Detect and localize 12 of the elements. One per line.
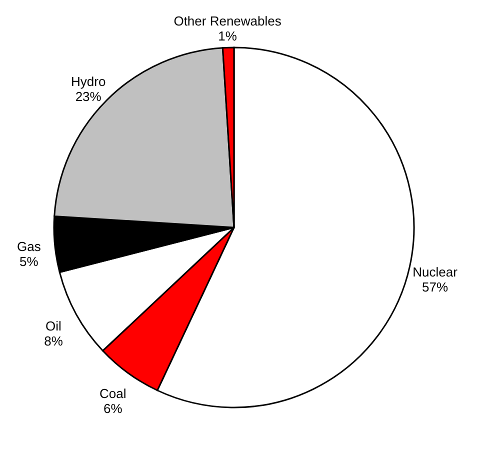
slice-label: Coal xyxy=(100,386,126,402)
data-label: 5% xyxy=(20,254,39,269)
data-label: 1% xyxy=(218,28,238,44)
slice-label: Oil xyxy=(46,318,62,334)
slice-label: Gas xyxy=(16,238,42,254)
data-label: 57% xyxy=(422,279,448,294)
data-label: 8% xyxy=(44,334,64,349)
slice-label: Nuclear xyxy=(412,264,458,280)
data-label: 6% xyxy=(104,401,123,416)
slice-label: Other Renewables xyxy=(174,14,282,29)
data-label: 23% xyxy=(75,88,102,104)
slice-label: Hydro xyxy=(70,74,106,89)
